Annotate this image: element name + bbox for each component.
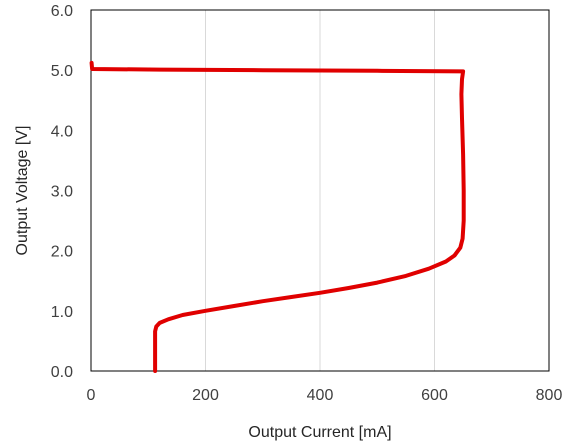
x-axis-title: Output Current [mA] — [248, 424, 391, 441]
y-tick-label: 0.0 — [51, 364, 73, 381]
x-tick-label: 200 — [192, 387, 219, 404]
series-line-0 — [89, 60, 466, 373]
x-tick-label: 800 — [536, 387, 563, 404]
y-tick-label: 6.0 — [51, 3, 73, 20]
x-tick-label: 600 — [421, 387, 448, 404]
x-tick-label: 400 — [307, 387, 334, 404]
x-tick-label: 0 — [87, 387, 96, 404]
y-tick-label: 5.0 — [51, 63, 73, 80]
series-layer — [89, 60, 466, 373]
y-axis-title: Output Voltage [V] — [14, 126, 31, 256]
grid-lines — [205, 10, 435, 371]
y-tick-label: 3.0 — [51, 184, 73, 201]
x-tick-labels: 0 200 400 600 800 — [87, 387, 563, 404]
y-tick-label: 4.0 — [51, 123, 73, 140]
y-tick-label: 1.0 — [51, 304, 73, 321]
plot-frame — [90, 9, 550, 372]
y-tick-labels: 0.0 1.0 2.0 3.0 4.0 5.0 6.0 — [51, 3, 73, 381]
y-tick-label: 2.0 — [51, 244, 73, 261]
